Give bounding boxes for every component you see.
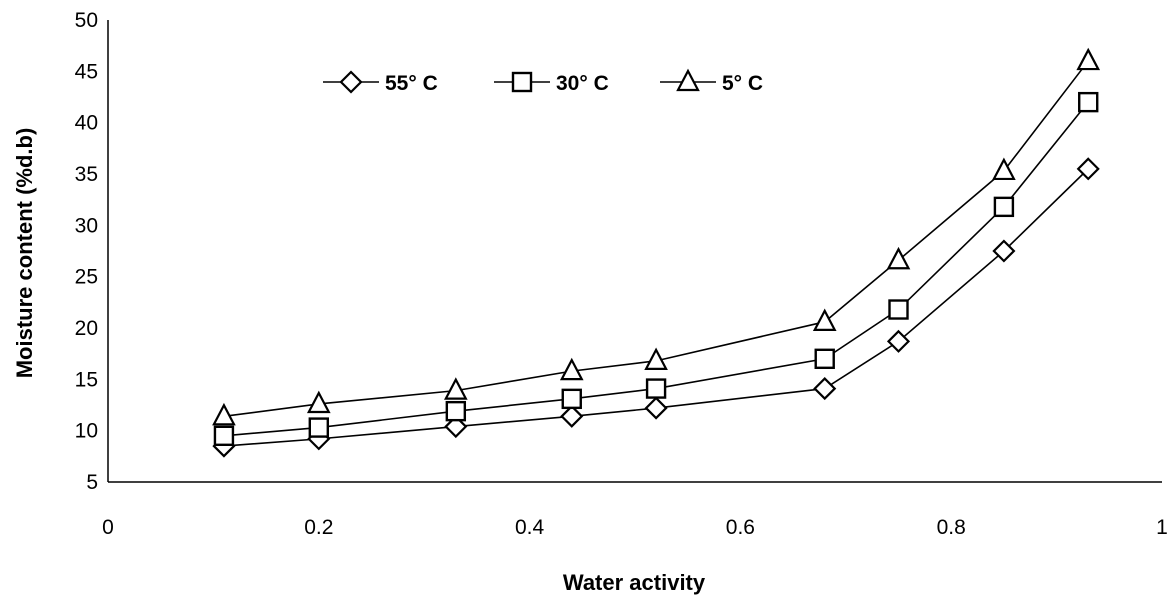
y-tick-label: 25 [75, 266, 98, 289]
x-axis-title: Water activity [563, 570, 706, 595]
y-tick-label: 20 [75, 317, 98, 340]
data-point [993, 196, 1015, 218]
data-point [813, 377, 837, 401]
legend-marker [339, 70, 363, 94]
tick-labels: 5 10 15 20 25 30 35 40 45 50 0 0.2 0.4 0.6 0.8 1 [75, 9, 1168, 539]
legend-item: 55° C [323, 70, 438, 95]
series-diamond [212, 157, 1100, 458]
legend-label: 5° C [722, 72, 763, 95]
x-tick-label: 0 [102, 516, 114, 539]
data-point [992, 239, 1016, 263]
legend-marker [676, 68, 700, 92]
data-point [306, 390, 331, 414]
y-tick-label: 5 [86, 471, 98, 494]
data-point [1076, 47, 1101, 71]
legend: 55° C 30° C 5° C [323, 68, 763, 95]
legend-item: 5° C [660, 68, 763, 95]
y-tick-label: 30 [75, 214, 98, 237]
data-point [888, 299, 909, 320]
x-tick-label: 0.8 [937, 516, 966, 539]
y-tick-label: 35 [75, 163, 98, 186]
data-point [644, 347, 668, 370]
data-point [212, 402, 236, 426]
data-point [814, 348, 835, 369]
data-point [886, 246, 911, 270]
y-tick-label: 15 [75, 368, 98, 391]
data-point [444, 415, 468, 439]
legend-label: 55° C [385, 72, 438, 95]
x-tick-label: 1 [1156, 516, 1168, 539]
data-point [213, 425, 235, 446]
data-point [561, 388, 582, 410]
data-point [1078, 91, 1099, 113]
data-point [445, 400, 467, 422]
y-tick-label: 40 [75, 112, 98, 135]
x-tick-label: 0.4 [515, 516, 545, 539]
data-point [886, 329, 911, 353]
series-layer [212, 47, 1101, 458]
series-triangle [212, 47, 1101, 426]
y-tick-label: 45 [75, 60, 98, 83]
legend-marker [511, 71, 533, 93]
data-point [992, 157, 1016, 181]
data-point [1076, 157, 1100, 181]
data-point [308, 417, 329, 438]
y-tick-label: 50 [75, 9, 98, 32]
data-point [812, 308, 837, 331]
data-point [645, 378, 667, 399]
data-point [443, 377, 468, 400]
data-point [644, 396, 668, 420]
y-axis-title: Moisture content (%d.b) [12, 128, 37, 379]
legend-item: 30° C [494, 71, 609, 95]
series-square [213, 91, 1099, 446]
axes [107, 20, 1162, 483]
x-tick-label: 0.2 [304, 516, 333, 539]
y-tick-label: 10 [75, 420, 98, 443]
legend-label: 30° C [556, 72, 609, 95]
x-tick-label: 0.6 [726, 516, 755, 539]
data-point [560, 404, 584, 428]
data-point [559, 357, 584, 381]
